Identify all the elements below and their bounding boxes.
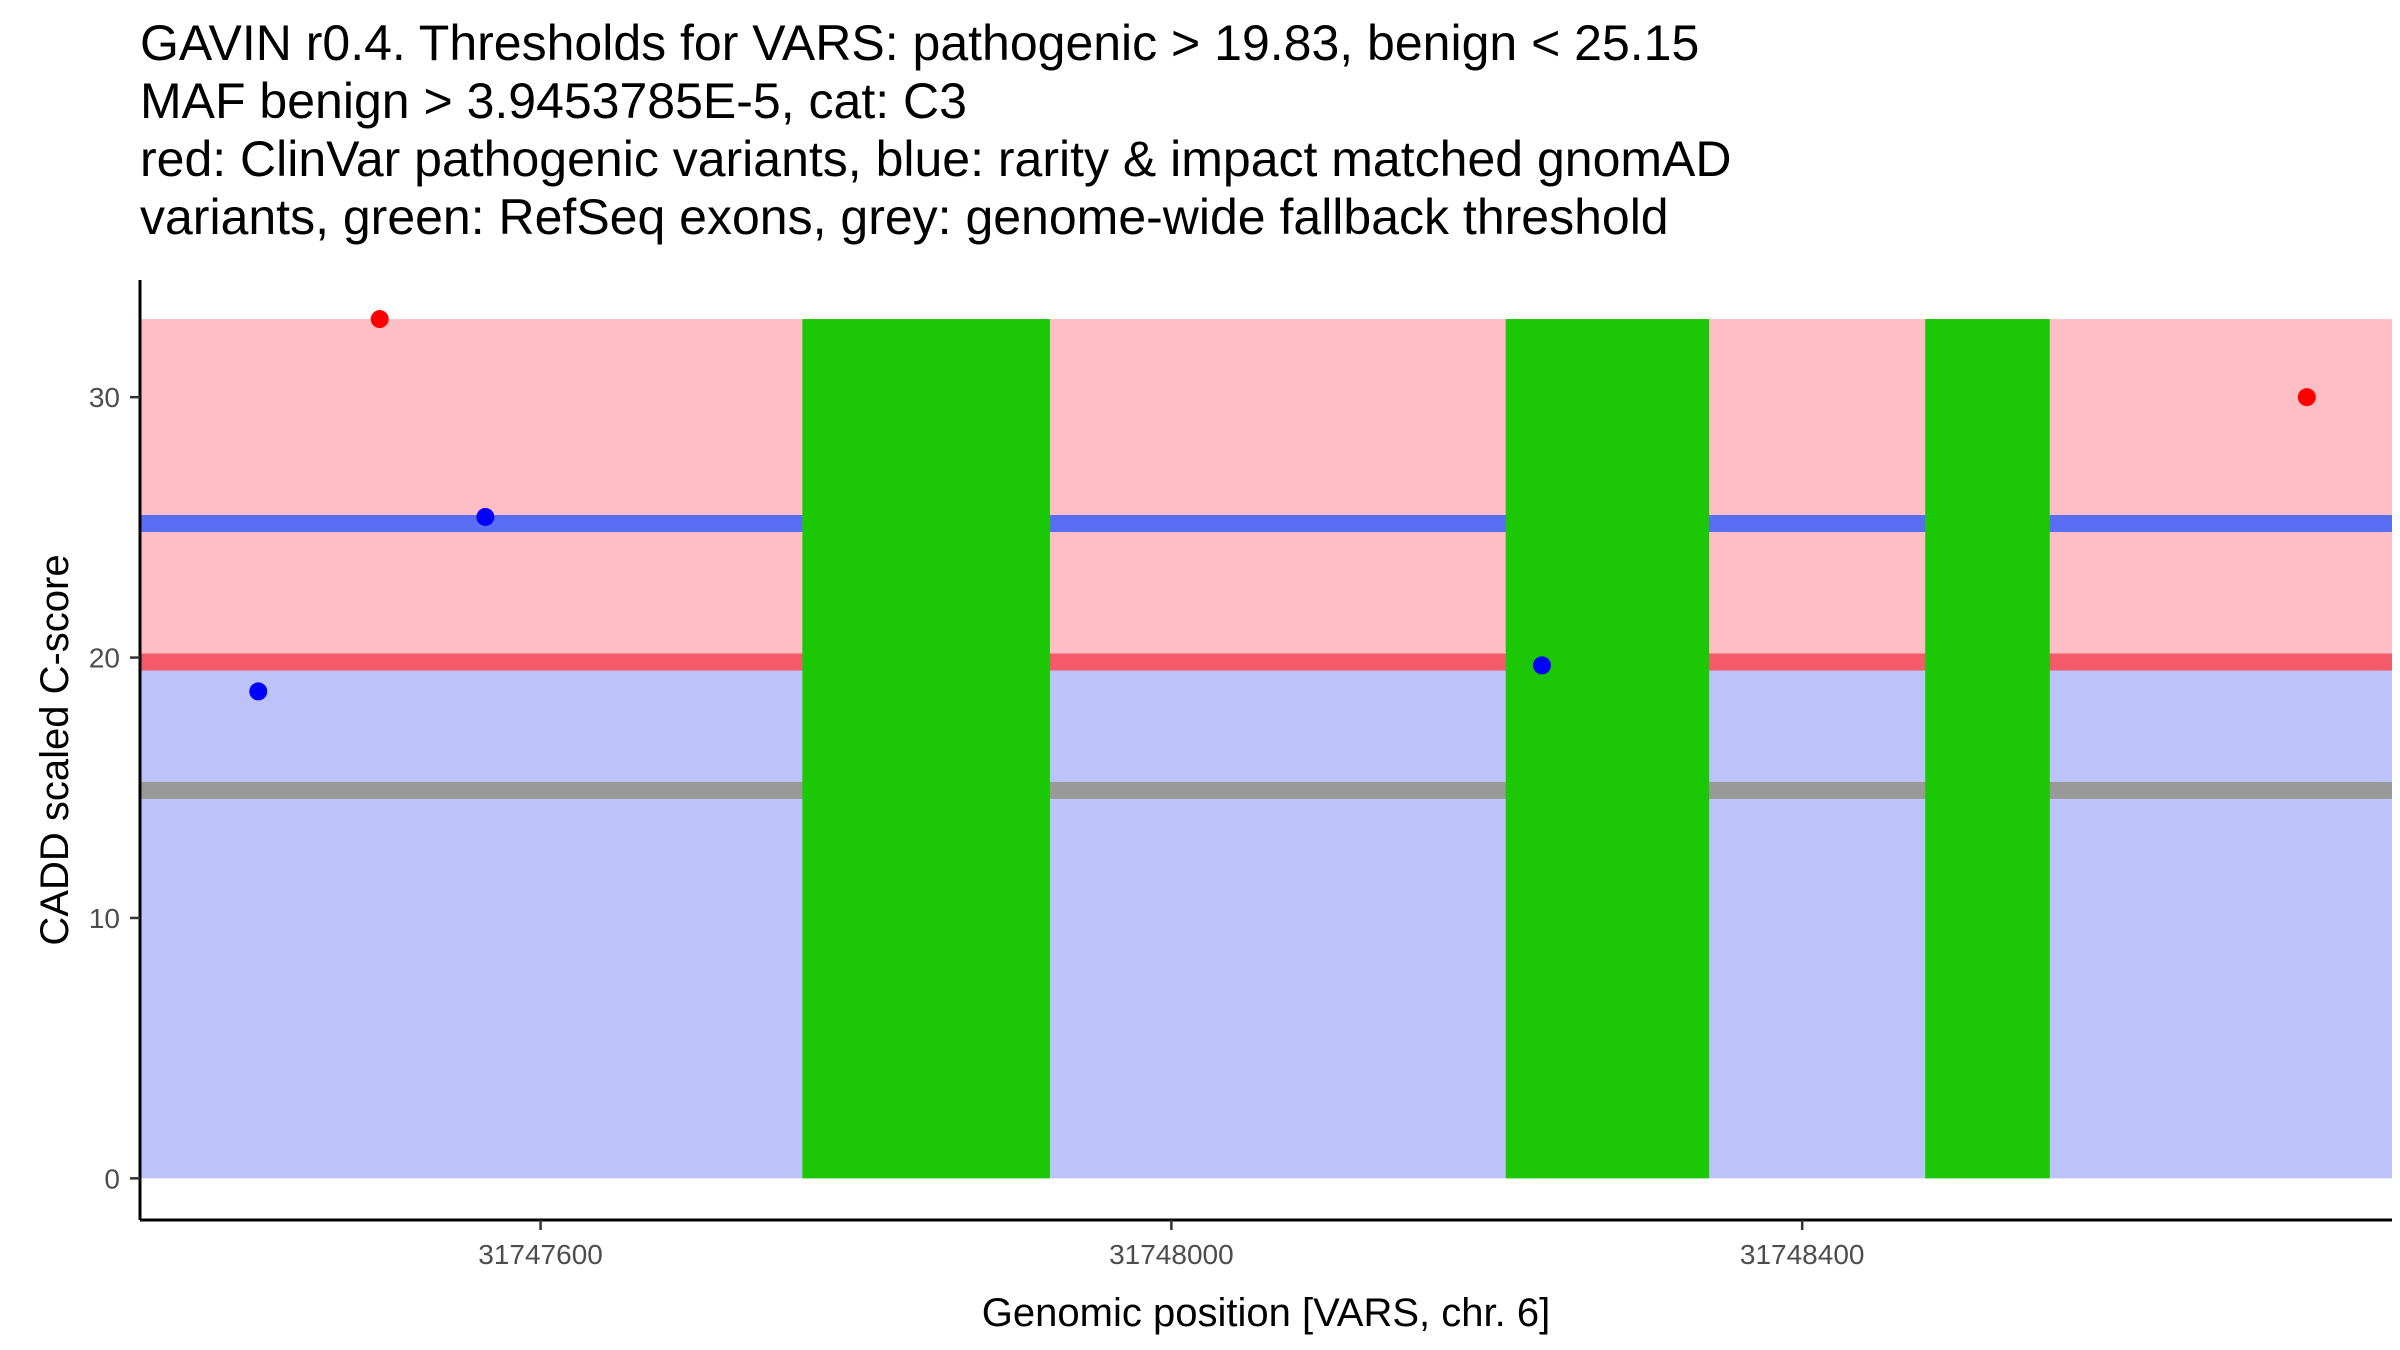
y-tick-label-30: 30 [89,382,120,413]
benign-region [140,661,2392,1179]
exon-bar-3 [1925,319,2050,1179]
title-line-1: GAVIN r0.4. Thresholds for VARS: pathoge… [140,15,1700,71]
title-line-3: red: ClinVar pathogenic variants, blue: … [140,131,1732,187]
y-axis-label: CADD scaled C-score [33,554,77,945]
gnomad-point-3 [1532,656,1551,675]
regions-layer [140,319,2392,1179]
y-tick-label-20: 20 [89,643,120,674]
x-axis-label: Genomic position [VARS, chr. 6] [982,1291,1550,1335]
gnomad-point-1 [249,682,268,701]
axes-layer: 0 10 20 30 31747600 31748000 31748400 [89,280,2392,1270]
title-line-4: variants, green: RefSeq exons, grey: gen… [140,189,1669,245]
x-tick-label-31748400: 31748400 [1740,1239,1865,1270]
exon-bar-1 [802,319,1050,1179]
gnomad-point-2 [476,507,495,526]
chart-title: GAVIN r0.4. Thresholds for VARS: pathoge… [140,14,2340,246]
exons-layer [802,319,2050,1179]
x-tick-label-31748000: 31748000 [1109,1239,1234,1270]
x-tick-label-31747600: 31747600 [478,1239,603,1270]
y-tick-label-0: 0 [104,1163,120,1194]
clinvar-point-1 [370,310,389,329]
y-tick-label-10: 10 [89,903,120,934]
pathogenic-region [140,319,2392,662]
exon-bar-2 [1505,319,1710,1179]
title-line-2: MAF benign > 3.9453785E-5, cat: C3 [140,73,967,129]
points-layer [249,310,2316,701]
clinvar-point-2 [2297,388,2316,407]
